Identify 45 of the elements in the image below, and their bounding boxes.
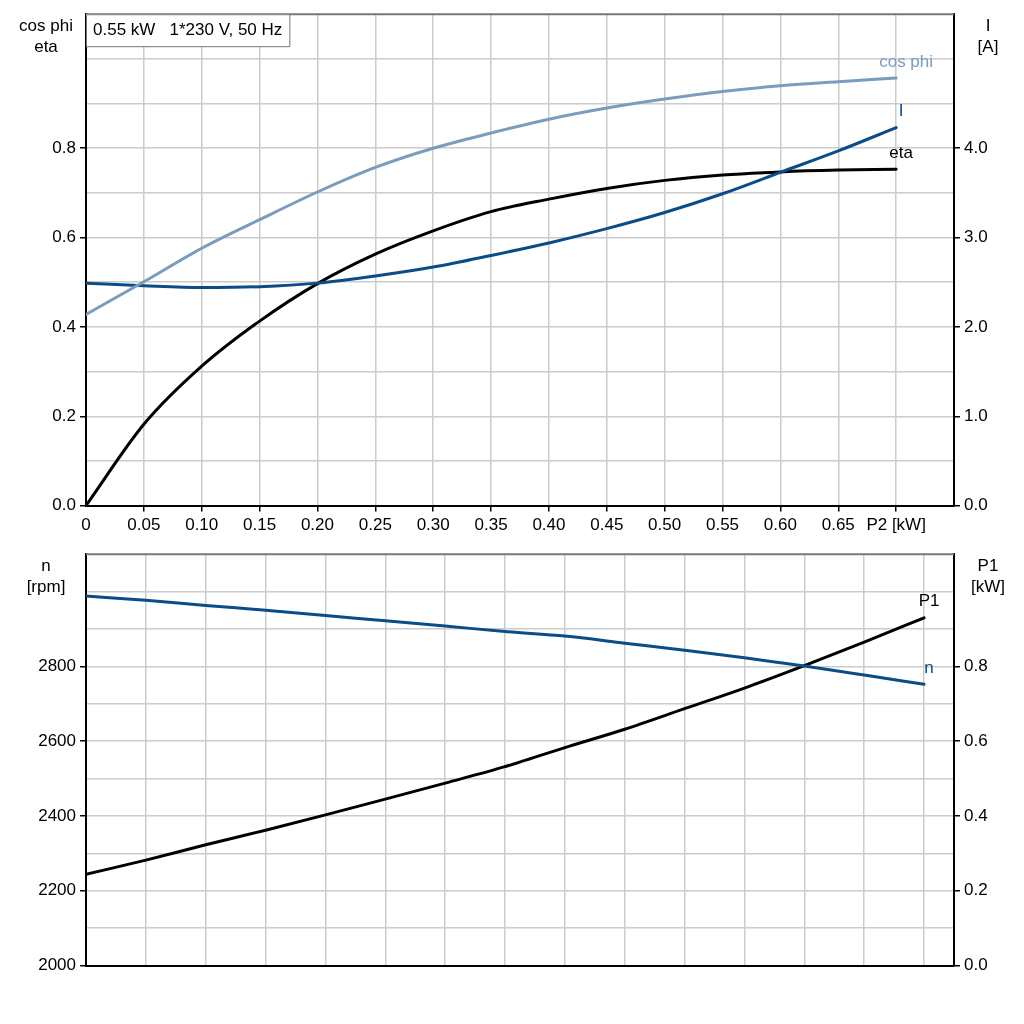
x-tick-label: 0.45 — [590, 515, 624, 535]
y-tick-label: 0.4 — [52, 316, 76, 336]
y2-tick-label: 0.6 — [964, 730, 988, 750]
y-tick-label: 2800 — [38, 656, 76, 676]
series-label: cos phi — [879, 51, 934, 71]
series-label: I — [898, 101, 904, 121]
series-label: eta — [889, 142, 914, 162]
x-tick-label: 0.60 — [763, 515, 797, 535]
y2-axis-title: P1 [kW] — [971, 555, 1005, 596]
x-tick-label: 0 — [81, 515, 91, 535]
y-tick-label: 2200 — [38, 880, 76, 900]
y-tick-label: 0.6 — [52, 227, 76, 247]
y2-tick-label: 1.0 — [964, 405, 988, 425]
y2-tick-label: 0.4 — [964, 805, 988, 825]
y-tick-label: 2400 — [38, 805, 76, 825]
x-tick-label: 0.40 — [532, 515, 566, 535]
y-tick-label: 2000 — [38, 955, 76, 975]
y2-tick-label: 0.8 — [964, 656, 988, 676]
y-tick-label: 0.8 — [52, 137, 76, 157]
x-tick-label: 0.20 — [300, 515, 335, 535]
y2-tick-label: 2.0 — [964, 316, 988, 336]
x-tick-label: 0.10 — [185, 515, 219, 535]
y-axis-title: n [rpm] — [26, 555, 66, 596]
y-tick-label: 2600 — [38, 730, 76, 750]
y2-axis-title: I [A] — [977, 15, 999, 56]
series-label: P1 — [918, 591, 940, 611]
x-tick-label: 0.65 — [821, 515, 855, 535]
y2-tick-label: 0.2 — [964, 880, 988, 900]
y2-tick-label: 0.0 — [964, 955, 988, 975]
x-tick-label: 0.55 — [705, 515, 740, 535]
x-tick-label: 0.05 — [127, 515, 161, 535]
x-tick-label: P2 [kW] — [866, 515, 926, 535]
y-tick-label: 0.2 — [52, 405, 76, 425]
series-label: n — [924, 658, 934, 678]
y-axis-title: cos phi eta — [19, 15, 73, 56]
y2-tick-label: 0.0 — [964, 495, 988, 515]
y2-tick-label: 4.0 — [964, 137, 988, 157]
x-tick-label: 0.30 — [416, 515, 450, 535]
chart-title: 0.55 kW 1*230 V, 50 Hz — [93, 19, 283, 39]
x-tick-label: 0.50 — [648, 515, 682, 535]
x-tick-label: 0.35 — [474, 515, 508, 535]
y-tick-label: 0.0 — [52, 495, 76, 515]
y2-tick-label: 3.0 — [964, 227, 988, 247]
x-tick-label: 0.25 — [358, 515, 392, 535]
x-tick-label: 0.15 — [243, 515, 277, 535]
